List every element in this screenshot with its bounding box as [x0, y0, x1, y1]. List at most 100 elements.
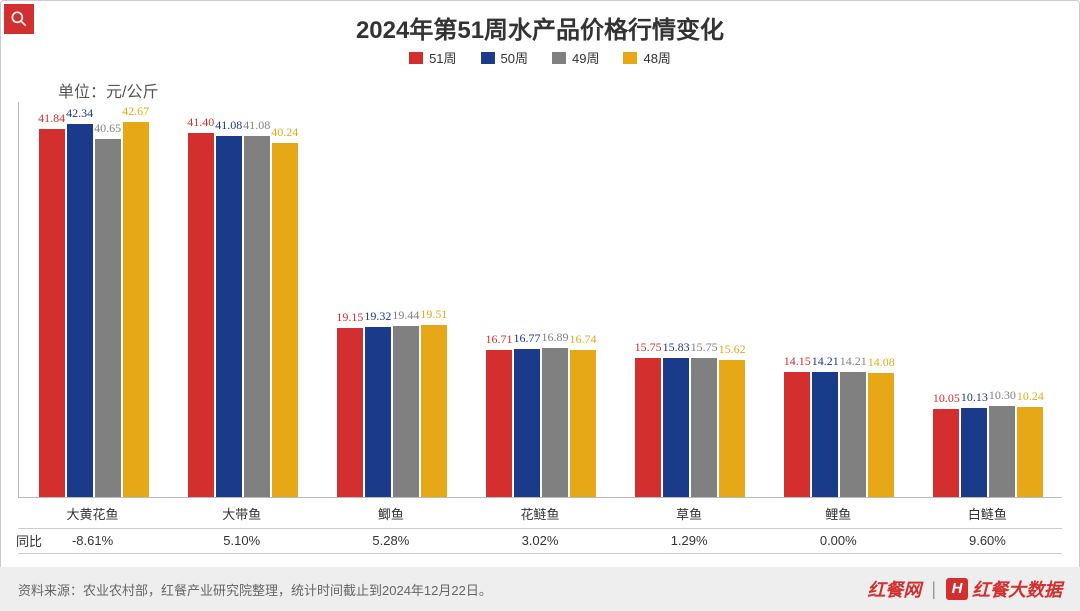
- category-label: 鲤鱼: [825, 504, 851, 523]
- bar: 16.74: [570, 350, 596, 497]
- bar-value-label: 16.77: [514, 331, 541, 346]
- bar-chart: 41.8442.3440.6542.6741.4041.0841.0840.24…: [18, 102, 1062, 498]
- bar: 40.65: [95, 139, 121, 497]
- bar-group: 41.4041.0841.0840.24: [188, 133, 298, 497]
- bar-value-label: 14.15: [784, 354, 811, 369]
- bar-value-label: 16.89: [542, 330, 569, 345]
- category-label: 白鲢鱼: [968, 504, 1007, 523]
- bar: 19.51: [421, 325, 447, 497]
- yoy-value: 5.28%: [372, 533, 409, 548]
- bar-value-label: 41.08: [243, 118, 270, 133]
- bar-value-label: 14.21: [812, 354, 839, 369]
- yoy-value: 3.02%: [522, 533, 559, 548]
- brand-2: H 红餐大数据: [946, 576, 1062, 602]
- legend-item: 50周: [481, 48, 528, 67]
- bar: 14.21: [812, 372, 838, 497]
- bar: 10.30: [989, 406, 1015, 497]
- legend-label: 48周: [643, 48, 670, 67]
- yoy-value: 5.10%: [223, 533, 260, 548]
- source-text: 资料来源：农业农村部，红餐产业研究院整理，统计时间截止到2024年12月22日。: [18, 580, 492, 599]
- bar: 41.08: [216, 136, 242, 498]
- legend-swatch: [481, 52, 495, 64]
- bar: 10.05: [933, 409, 959, 497]
- bar-value-label: 41.84: [38, 111, 65, 126]
- bar-group: 19.1519.3219.4419.51: [337, 325, 447, 497]
- bar-value-label: 15.75: [635, 340, 662, 355]
- bar-value-label: 15.75: [691, 340, 718, 355]
- bar-value-label: 42.34: [66, 106, 93, 121]
- bar-value-label: 41.40: [187, 115, 214, 130]
- category-label: 大带鱼: [222, 504, 261, 523]
- yoy-value: 0.00%: [820, 533, 857, 548]
- bar-value-label: 41.08: [215, 118, 242, 133]
- bar: 42.34: [67, 124, 93, 497]
- bar: 10.24: [1017, 407, 1043, 497]
- legend-item: 51周: [409, 48, 456, 67]
- bar: 15.75: [691, 358, 717, 497]
- bar: 16.77: [514, 349, 540, 497]
- yoy-value: 1.29%: [671, 533, 708, 548]
- bar-value-label: 40.24: [271, 125, 298, 140]
- bar: 19.32: [365, 327, 391, 497]
- legend-item: 49周: [552, 48, 599, 67]
- legend: 51周 50周 49周 48周: [0, 48, 1080, 67]
- bar: 15.62: [719, 360, 745, 497]
- bar-group: 16.7116.7716.8916.74: [486, 348, 596, 497]
- chart-title: 2024年第51周水产品价格行情变化: [0, 10, 1080, 45]
- bar-group: 10.0510.1310.3010.24: [933, 406, 1043, 497]
- bar: 41.40: [188, 133, 214, 497]
- bar-value-label: 19.44: [392, 308, 419, 323]
- bar-value-label: 10.24: [1017, 389, 1044, 404]
- category-label: 花鲢鱼: [520, 504, 559, 523]
- bar-value-label: 14.08: [868, 355, 895, 370]
- bar: 10.13: [961, 408, 987, 497]
- category-label: 草鱼: [676, 504, 702, 523]
- bar: 16.71: [486, 350, 512, 497]
- unit-label: 单位：元/公斤: [58, 78, 158, 102]
- brand-1: 红餐网: [867, 576, 921, 602]
- bar: 19.15: [337, 328, 363, 497]
- bar-value-label: 16.74: [570, 332, 597, 347]
- category-label: 大黄花鱼: [67, 504, 119, 523]
- bar: 14.15: [784, 372, 810, 497]
- yoy-row-label: 同比: [16, 531, 56, 550]
- bar-value-label: 10.05: [933, 391, 960, 406]
- bar: 40.24: [272, 143, 298, 497]
- bar-value-label: 15.83: [663, 340, 690, 355]
- bar: 41.84: [39, 129, 65, 497]
- bar-value-label: 40.65: [94, 121, 121, 136]
- bar-group: 41.8442.3440.6542.67: [39, 122, 149, 497]
- legend-label: 51周: [429, 48, 456, 67]
- legend-item: 48周: [623, 48, 670, 67]
- bar-group: 15.7515.8315.7515.62: [635, 358, 745, 497]
- bar: 19.44: [393, 326, 419, 497]
- yoy-row: 同比 -8.61% 5.10% 5.28% 3.02% 1.29% 0.00% 9.60%: [18, 528, 1062, 554]
- bar: 15.75: [635, 358, 661, 497]
- bar-value-label: 19.32: [364, 309, 391, 324]
- bar-value-label: 42.67: [122, 104, 149, 119]
- legend-swatch: [552, 52, 566, 64]
- bar-value-label: 19.51: [420, 307, 447, 322]
- bar-value-label: 14.21: [840, 354, 867, 369]
- footer: 资料来源：农业农村部，红餐产业研究院整理，统计时间截止到2024年12月22日。…: [0, 567, 1080, 611]
- category-label: 鲫鱼: [378, 504, 404, 523]
- legend-label: 50周: [501, 48, 528, 67]
- brand-h-icon: H: [946, 578, 968, 600]
- bar: 42.67: [123, 122, 149, 497]
- legend-swatch: [623, 52, 637, 64]
- bar-value-label: 10.13: [961, 390, 988, 405]
- bar-group: 14.1514.2114.2114.08: [784, 372, 894, 497]
- brand-sep: |: [931, 579, 936, 600]
- bar: 14.21: [840, 372, 866, 497]
- footer-brands: 红餐网 | H 红餐大数据: [867, 576, 1062, 602]
- legend-swatch: [409, 52, 423, 64]
- bar-value-label: 16.71: [486, 332, 513, 347]
- yoy-value: 9.60%: [969, 533, 1006, 548]
- bar: 14.08: [868, 373, 894, 497]
- bar: 41.08: [244, 136, 270, 498]
- yoy-value: -8.61%: [72, 533, 113, 548]
- bar-value-label: 19.15: [336, 310, 363, 325]
- brand-2-text: 红餐大数据: [972, 576, 1062, 602]
- bar-value-label: 15.62: [719, 342, 746, 357]
- category-axis: 大黄花鱼 大带鱼 鲫鱼 花鲢鱼 草鱼 鲤鱼 白鲢鱼: [18, 498, 1062, 526]
